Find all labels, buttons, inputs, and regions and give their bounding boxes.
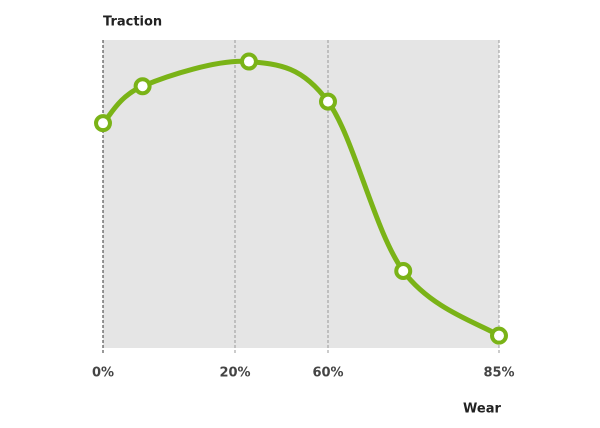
x-tick-label: 20% <box>219 366 250 381</box>
x-axis-title: Wear <box>463 402 501 417</box>
x-tick-label: 0% <box>92 366 114 381</box>
x-tick-label: 85% <box>483 366 514 381</box>
plot-area <box>103 40 499 348</box>
point <box>133 77 152 96</box>
point <box>319 92 337 111</box>
point <box>394 262 413 280</box>
y-axis-title: Traction <box>103 15 162 30</box>
x-tick-label: 60% <box>312 366 343 381</box>
point <box>239 52 258 71</box>
point <box>94 114 112 133</box>
point <box>490 326 508 345</box>
